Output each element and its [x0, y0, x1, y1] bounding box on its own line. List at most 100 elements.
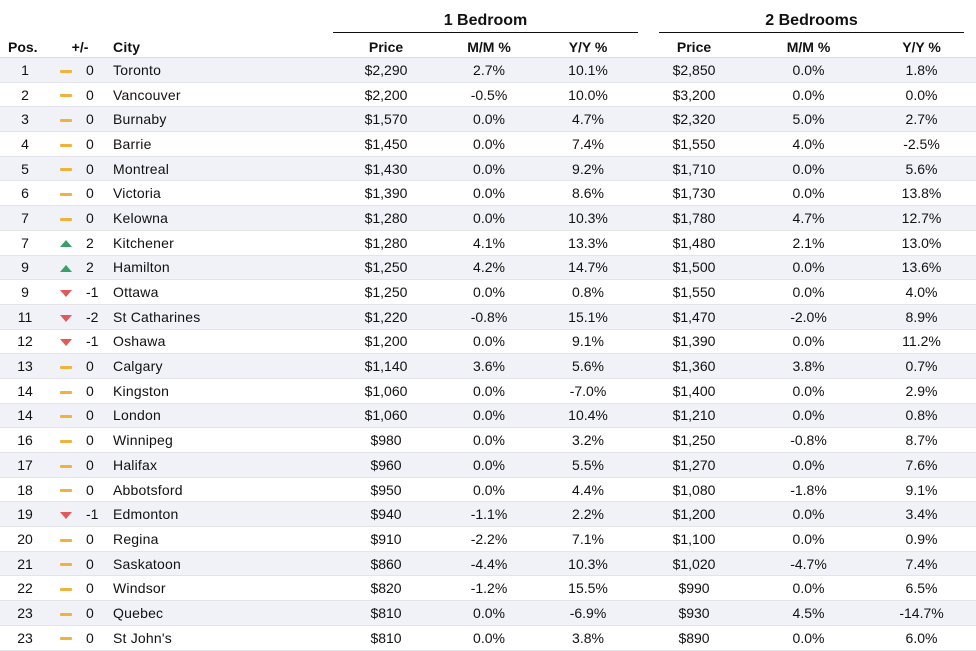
dash-icon	[60, 217, 72, 221]
dash-icon	[60, 538, 72, 542]
yy-2br-cell: 6.0%	[867, 625, 976, 651]
mm-1br-cell: -0.8%	[440, 304, 539, 330]
mm-2br-cell: 3.8%	[750, 353, 868, 379]
table-row[interactable]: 2 0 Vancouver $2,200 -0.5% 10.0% $3,200 0.0% 0.0…	[0, 82, 976, 108]
change-cell: 0	[82, 353, 111, 379]
table-row[interactable]: 20 0 Regina $910 -2.2% 7.1% $1,100 0.0% 0.9%	[0, 526, 976, 552]
table-row[interactable]: 17 0 Halifax $960 0.0% 5.5% $1,270 0.0% 7.6%	[0, 452, 976, 478]
yy-1br-cell: 8.6%	[538, 180, 639, 207]
table-row[interactable]: 22 0 Windsor $820 -1.2% 15.5% $990 0.0% 6.5%	[0, 575, 976, 602]
col-header-change[interactable]: +/-	[50, 36, 111, 58]
mm-2br-cell: 0.0%	[750, 180, 868, 207]
trend-indicator-cell	[50, 501, 82, 528]
trend-indicator-cell	[50, 57, 82, 83]
price-1br-cell: $1,140	[332, 353, 441, 379]
yy-2br-cell: 0.9%	[867, 526, 976, 552]
table-row[interactable]: 18 0 Abbotsford $950 0.0% 4.4% $1,080 -1.8% 9.1%	[0, 477, 976, 503]
yy-2br-cell: 1.8%	[867, 57, 976, 83]
col-header-pos[interactable]: Pos.	[0, 36, 50, 58]
mm-1br-cell: 2.7%	[440, 57, 539, 83]
mm-2br-cell: 4.7%	[750, 205, 868, 231]
price-2br-cell: $930	[638, 600, 751, 626]
price-1br-cell: $2,200	[332, 82, 441, 108]
col-header-price-2br[interactable]: Price	[638, 36, 751, 58]
yy-2br-cell: -14.7%	[867, 600, 976, 626]
city-cell: London	[110, 403, 333, 429]
city-cell: Toronto	[110, 57, 333, 83]
table-row[interactable]: 4 0 Barrie $1,450 0.0% 7.4% $1,550 4.0% -2.5%	[0, 131, 976, 157]
yy-2br-cell: 5.6%	[867, 156, 976, 182]
col-header-price-1br[interactable]: Price	[332, 36, 441, 58]
mm-1br-cell: 0.0%	[440, 329, 539, 355]
price-1br-cell: $1,060	[332, 403, 441, 429]
change-cell: 0	[82, 205, 111, 231]
price-1br-cell: $1,280	[332, 230, 441, 256]
position-cell: 19	[0, 501, 50, 528]
dash-icon	[60, 143, 72, 147]
table-row[interactable]: 7 2 Kitchener $1,280 4.1% 13.3% $1,480 2.1% 13.0…	[0, 230, 976, 256]
position-cell: 23	[0, 600, 50, 626]
mm-1br-cell: 3.6%	[440, 353, 539, 379]
price-2br-cell: $1,020	[638, 551, 751, 577]
table-row[interactable]: 9 -1 Ottawa $1,250 0.0% 0.8% $1,550 0.0% 4.0%	[0, 279, 976, 305]
price-2br-cell: $1,270	[638, 452, 751, 478]
position-cell: 9	[0, 279, 50, 305]
table-row[interactable]: 12 -1 Oshawa $1,200 0.0% 9.1% $1,390 0.0% 11.2%	[0, 329, 976, 355]
yy-2br-cell: 13.6%	[867, 255, 976, 281]
city-cell: Montreal	[110, 156, 333, 182]
price-2br-cell: $1,730	[638, 180, 751, 207]
table-row[interactable]: 13 0 Calgary $1,140 3.6% 5.6% $1,360 3.8% 0.7%	[0, 353, 976, 379]
city-cell: Kelowna	[110, 205, 333, 231]
col-header-yy-1br[interactable]: Y/Y %	[538, 36, 639, 58]
price-1br-cell: $1,570	[332, 106, 441, 133]
city-cell: Barrie	[110, 131, 333, 157]
mm-2br-cell: 0.0%	[750, 82, 868, 108]
table-row[interactable]: 11 -2 St Catharines $1,220 -0.8% 15.1% $1,470-…	[0, 304, 976, 330]
position-cell: 11	[0, 304, 50, 330]
change-cell: -2	[82, 304, 111, 330]
yy-1br-cell: 5.5%	[538, 452, 639, 478]
trend-indicator-cell	[50, 452, 82, 478]
col-header-yy-2br[interactable]: Y/Y %	[867, 36, 976, 58]
table-row[interactable]: 19 -1 Edmonton $940 -1.1% 2.2% $1,200 0.0% 3.4%	[0, 501, 976, 528]
col-header-mm-2br[interactable]: M/M %	[750, 36, 868, 58]
mm-1br-cell: 0.0%	[440, 403, 539, 429]
price-1br-cell: $860	[332, 551, 441, 577]
city-cell: Regina	[110, 526, 333, 552]
change-cell: 0	[82, 131, 111, 157]
group-header-2-bedrooms: 2 Bedrooms	[659, 10, 964, 33]
col-header-mm-1br[interactable]: M/M %	[440, 36, 539, 58]
mm-2br-cell: 0.0%	[750, 526, 868, 552]
mm-2br-cell: -1.8%	[750, 477, 868, 503]
table-row[interactable]: 3 0 Burnaby $1,570 0.0% 4.7% $2,320 5.0% 2.7%	[0, 106, 976, 133]
table-row[interactable]: 6 0 Victoria $1,390 0.0% 8.6% $1,730 0.0% 13.8%	[0, 180, 976, 207]
yy-1br-cell: 4.7%	[538, 106, 639, 133]
position-cell: 1	[0, 57, 50, 83]
table-row[interactable]: 16 0 Winnipeg $980 0.0% 3.2% $1,250 -0.8% 8.7%	[0, 427, 976, 453]
table-row[interactable]: 14 0 London $1,060 0.0% 10.4% $1,210 0.0% 0.8%	[0, 403, 976, 429]
table-row[interactable]: 23 0 St John's $810 0.0% 3.8% $890 0.0% 6.0%	[0, 625, 976, 651]
table-row[interactable]: 9 2 Hamilton $1,250 4.2% 14.7% $1,500 0.0% 13.6%	[0, 255, 976, 281]
price-1br-cell: $1,390	[332, 180, 441, 207]
mm-2br-cell: -2.0%	[750, 304, 868, 330]
dash-icon	[60, 168, 72, 172]
price-2br-cell: $1,550	[638, 131, 751, 157]
col-header-city[interactable]: City	[110, 36, 333, 58]
table-row[interactable]: 23 0 Quebec $810 0.0% -6.9% $930 4.5% -14.7%	[0, 600, 976, 626]
yy-1br-cell: 2.2%	[538, 501, 639, 528]
table-row[interactable]: 14 0 Kingston $1,060 0.0% -7.0% $1,400 0.0% 2.9%	[0, 378, 976, 404]
position-cell: 7	[0, 230, 50, 256]
mm-1br-cell: 0.0%	[440, 477, 539, 503]
yy-1br-cell: 15.1%	[538, 304, 639, 330]
yy-1br-cell: 10.3%	[538, 551, 639, 577]
table-row[interactable]: 5 0 Montreal $1,430 0.0% 9.2% $1,710 0.0% 5.6%	[0, 156, 976, 182]
position-cell: 5	[0, 156, 50, 182]
table-row[interactable]: 1 0 Toronto $2,290 2.7% 10.1% $2,850 0.0% 1.8%	[0, 57, 976, 83]
mm-2br-cell: 0.0%	[750, 452, 868, 478]
yy-2br-cell: 0.0%	[867, 82, 976, 108]
table-row[interactable]: 21 0 Saskatoon $860 -4.4% 10.3% $1,020 -4.7% 7.4…	[0, 551, 976, 577]
dash-icon	[60, 489, 72, 493]
yy-2br-cell: 0.8%	[867, 403, 976, 429]
price-1br-cell: $960	[332, 452, 441, 478]
table-row[interactable]: 7 0 Kelowna $1,280 0.0% 10.3% $1,780 4.7% 12.7%	[0, 205, 976, 231]
